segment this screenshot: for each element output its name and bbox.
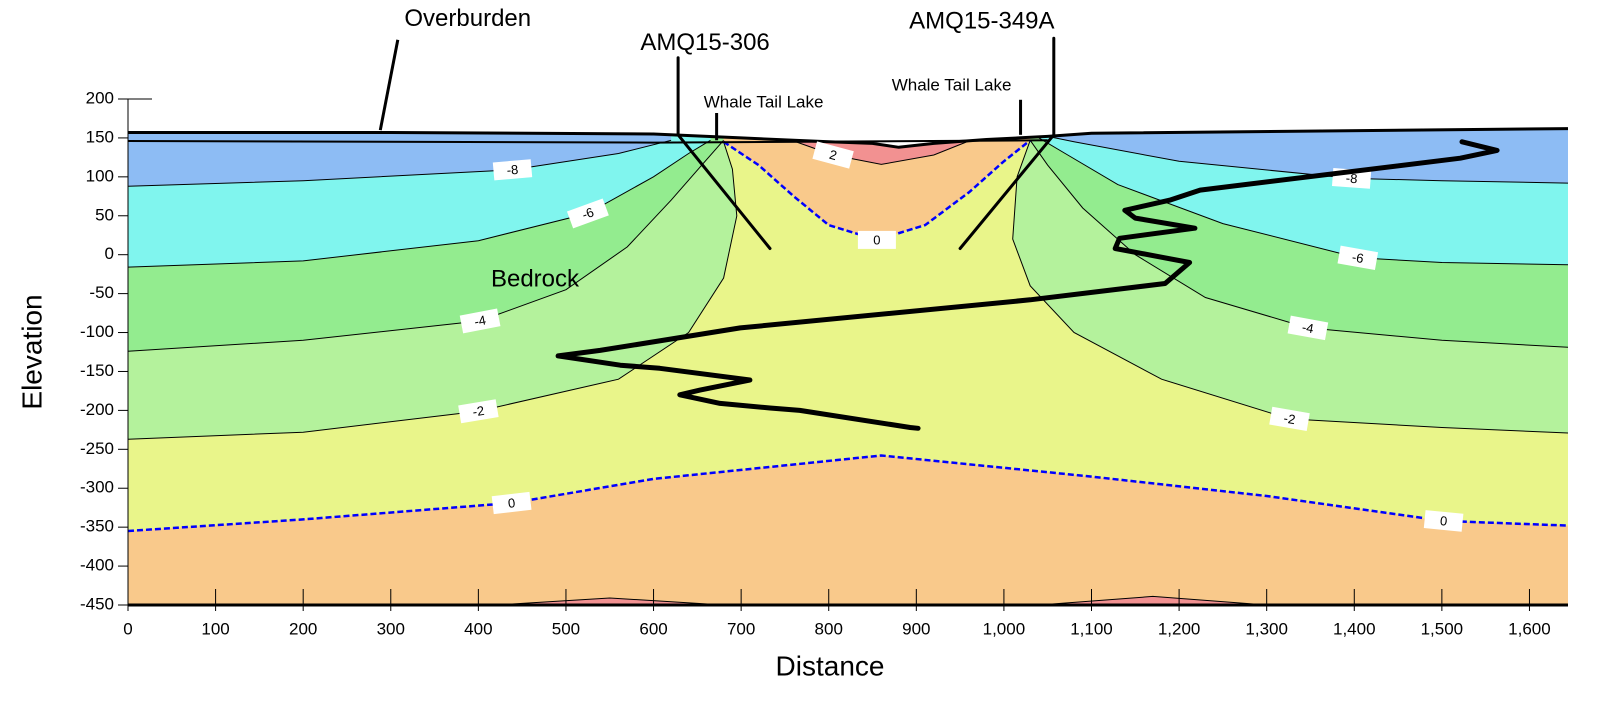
x-tick-label: 1,400 (1333, 619, 1376, 638)
contour-line (495, 597, 724, 605)
drill-trace (676, 56, 772, 250)
contour-label-text: -6 (580, 204, 596, 222)
sky (128, 0, 1568, 148)
contour-label: -2 (1269, 406, 1310, 432)
contour-label: 0 (857, 230, 896, 249)
x-tick-label: 400 (464, 619, 492, 638)
x-tick-label: 1,000 (983, 619, 1026, 638)
contour-label: 0 (1423, 510, 1464, 532)
contour-label: -6 (566, 198, 609, 229)
contour-label: -6 (1337, 245, 1379, 270)
contour-label-box (1337, 245, 1379, 270)
contour-label-box (492, 159, 533, 181)
y-tick-label: 200 (86, 88, 114, 107)
y-tick-label: 100 (86, 166, 114, 185)
contour-label-text: -2 (471, 403, 485, 420)
overburden-label: Overburden (404, 5, 531, 32)
x-tick-label: 900 (902, 619, 930, 638)
contour-label-box (1269, 406, 1310, 432)
x-tick-label: 500 (552, 619, 580, 638)
contour-label-box (1423, 510, 1464, 532)
contour-label: 2 (812, 141, 854, 169)
contour-label: -4 (459, 308, 501, 334)
overlay: 00-2 -2-4 -4-6-6-8-802-450-400-350-300-250… (80, 0, 1569, 638)
y-tick-label: 150 (86, 127, 114, 146)
bedrock-label: Bedrock (491, 265, 580, 292)
drill-trace (555, 139, 1500, 431)
contour-label-text: -4 (473, 312, 487, 329)
y-axis-title: Elevation (16, 294, 47, 409)
x-tick-label: 1,600 (1508, 619, 1551, 638)
x-tick-label: 1,100 (1070, 619, 1113, 638)
contour-line (1012, 140, 1568, 434)
contour-label-box (566, 198, 609, 229)
contour-line (1047, 135, 1568, 184)
contour-label: -2 (458, 399, 499, 424)
x-tick-label: 800 (815, 619, 843, 638)
ground-surface (128, 127, 1569, 149)
y-tick-label: -450 (80, 594, 114, 613)
contour-line (1038, 137, 1568, 266)
contour-label-text: -4 (1301, 319, 1315, 336)
contour-label-box (491, 491, 532, 515)
contour-label: -4 (1287, 315, 1329, 341)
contour-label-box (857, 230, 896, 249)
contour-label-text: -2 (1283, 410, 1297, 427)
x-tick-label: 1,500 (1421, 619, 1464, 638)
y-tick-label: -100 (80, 322, 114, 341)
overburden-base (127, 139, 1048, 144)
y-tick-label: -350 (80, 517, 114, 536)
overburden-pointer (378, 39, 400, 131)
x-tick-label: 200 (289, 619, 317, 638)
contour-label-text: -8 (506, 162, 519, 178)
lake-label: Whale Tail Lake (892, 75, 1012, 94)
x-axis-title: Distance (776, 650, 885, 681)
contour-label-text: 0 (507, 495, 516, 511)
y-tick-label: -400 (80, 556, 114, 575)
contour-fill (495, 598, 724, 605)
y-tick-label: -200 (80, 400, 114, 419)
y-tick-label: 50 (95, 205, 114, 224)
y-tick-label: -250 (80, 439, 114, 458)
contour-line (128, 141, 738, 440)
x-tick-label: 100 (201, 619, 229, 638)
lake-label: Whale Tail Lake (704, 92, 824, 111)
x-tick-label: 600 (639, 619, 667, 638)
x-tick-label: 700 (727, 619, 755, 638)
contour-label-text: -6 (1351, 249, 1365, 266)
x-tick-label: 300 (377, 619, 405, 638)
contour-line (128, 454, 1568, 533)
contour-fill (1038, 596, 1267, 605)
contour-label-text: 0 (1439, 513, 1448, 529)
x-tick-label: 0 (123, 619, 132, 638)
contour-label-box (812, 141, 854, 169)
x-tick-label: 1,200 (1158, 619, 1201, 638)
contour-label-box (458, 399, 499, 424)
contour-label-box (459, 308, 501, 334)
drill-label: AMQ15-306 (640, 29, 769, 56)
contour-line (1038, 595, 1267, 605)
x-tick-label: 1,300 (1245, 619, 1288, 638)
contour-label-box (1287, 315, 1329, 341)
contour-label-text: 2 (828, 147, 839, 163)
y-tick-label: -150 (80, 361, 114, 380)
drill-trace (958, 36, 1056, 250)
drill-label: AMQ15-349A (909, 8, 1054, 35)
y-tick-label: -300 (80, 478, 114, 497)
contour-label-text: 0 (873, 232, 880, 247)
contour-line (128, 139, 724, 352)
y-tick-label: -50 (89, 283, 114, 302)
y-tick-label: 0 (105, 244, 114, 263)
contour-label: -8 (492, 159, 533, 181)
contour-label: 0 (491, 491, 532, 515)
